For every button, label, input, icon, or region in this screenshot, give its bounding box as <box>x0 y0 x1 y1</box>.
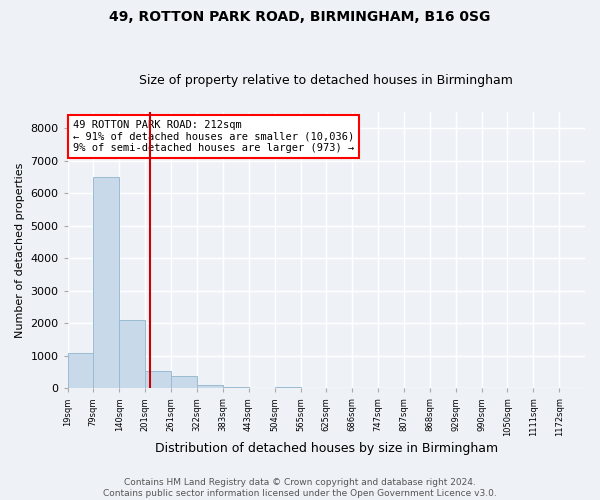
Y-axis label: Number of detached properties: Number of detached properties <box>15 162 25 338</box>
Title: Size of property relative to detached houses in Birmingham: Size of property relative to detached ho… <box>139 74 513 87</box>
Bar <box>197 384 223 388</box>
Bar <box>119 320 145 388</box>
Bar <box>145 370 171 388</box>
X-axis label: Distribution of detached houses by size in Birmingham: Distribution of detached houses by size … <box>155 442 498 455</box>
Text: 49, ROTTON PARK ROAD, BIRMINGHAM, B16 0SG: 49, ROTTON PARK ROAD, BIRMINGHAM, B16 0S… <box>109 10 491 24</box>
Bar <box>68 352 93 388</box>
Bar <box>171 376 197 388</box>
Bar <box>93 177 119 388</box>
Bar <box>275 387 301 388</box>
Text: Contains HM Land Registry data © Crown copyright and database right 2024.
Contai: Contains HM Land Registry data © Crown c… <box>103 478 497 498</box>
Bar <box>223 387 248 388</box>
Text: 49 ROTTON PARK ROAD: 212sqm
← 91% of detached houses are smaller (10,036)
9% of : 49 ROTTON PARK ROAD: 212sqm ← 91% of det… <box>73 120 354 154</box>
